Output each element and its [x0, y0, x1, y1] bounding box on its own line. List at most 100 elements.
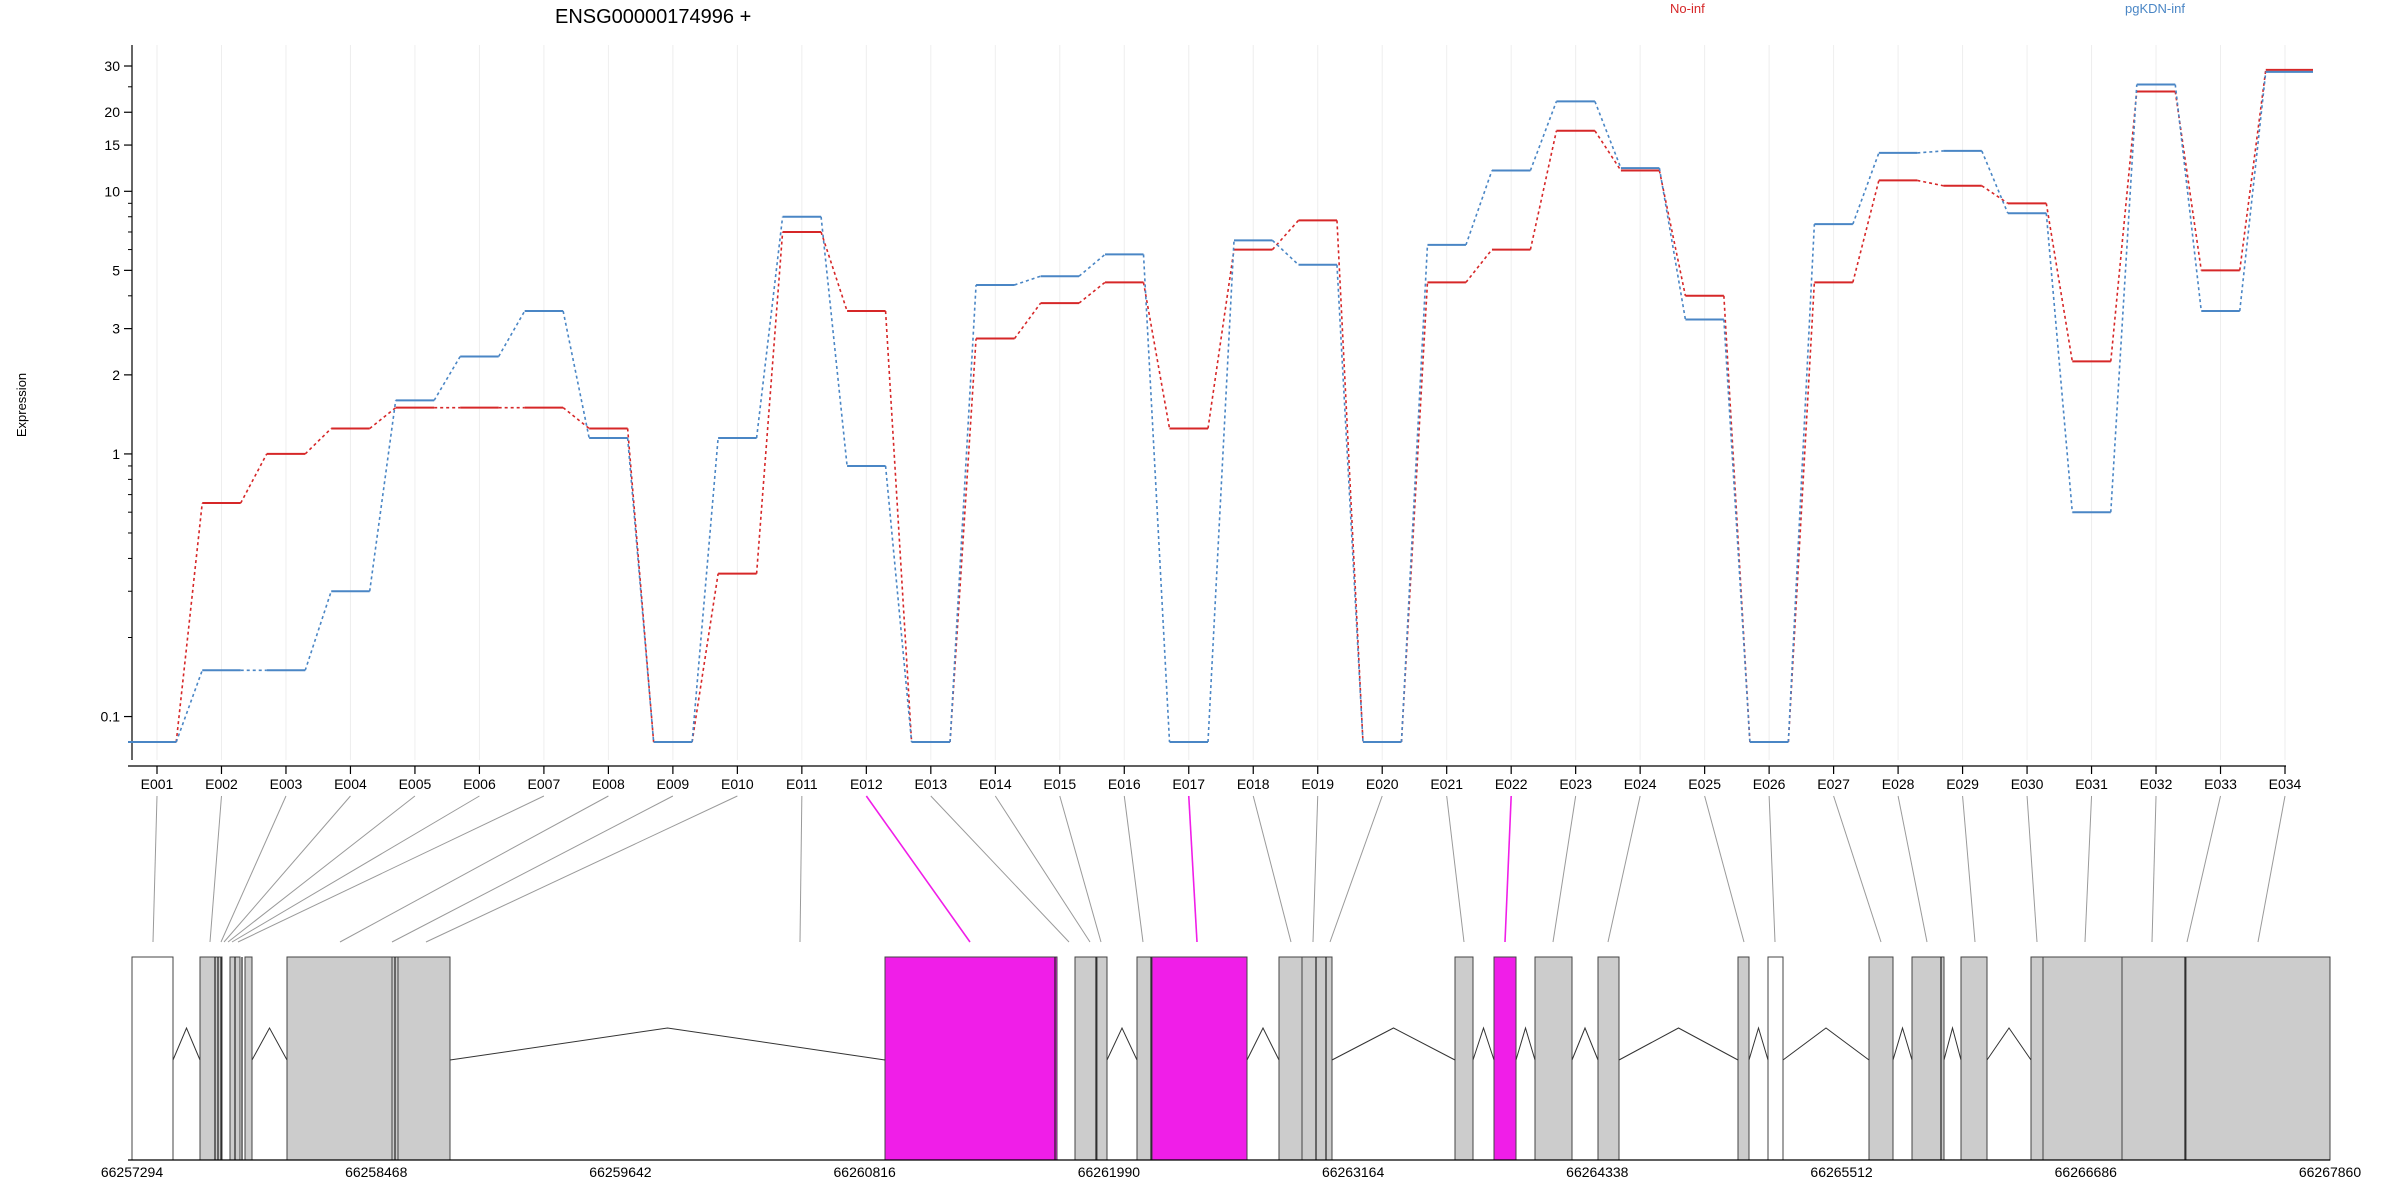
connector-E034	[2257, 795, 2286, 943]
x-tick-label-E003: E003	[270, 776, 303, 792]
series-no-inf-step-E004	[369, 407, 397, 430]
series-no-inf-step-E026	[1787, 282, 1816, 743]
series-pgkdn-inf-step-E004	[368, 400, 397, 592]
series-pgkdn-inf-step-E011	[820, 216, 848, 467]
x-tick-label-E032: E032	[2140, 776, 2173, 792]
x-tick-label-E030: E030	[2011, 776, 2044, 792]
coordinate-label-66266686: 66266686	[2055, 1164, 2118, 1180]
connector-E015	[1059, 795, 1102, 943]
x-tick-label-E034: E034	[2269, 776, 2302, 792]
intron-10	[1618, 1027, 1739, 1061]
connector-E008	[339, 795, 609, 943]
y-tick-label-20: 20	[104, 104, 120, 120]
legend-no-inf: No-inf	[1670, 1, 1705, 16]
connector-E017	[1187, 795, 1198, 943]
connector-E030	[2026, 795, 2038, 943]
x-tick-label-E011: E011	[786, 776, 818, 792]
series-no-inf-step-E028	[1917, 179, 1944, 187]
series-pgkdn-inf-step-E010	[755, 216, 784, 439]
exon-block-28	[2185, 956, 2331, 1161]
exon-block-11	[1136, 956, 1153, 1161]
series-no-inf-step-E009	[691, 573, 719, 743]
x-tick-label-E005: E005	[399, 776, 432, 792]
series-no-inf-step-E016	[1142, 282, 1171, 429]
y-tick-label-10: 10	[104, 183, 120, 199]
series-pgkdn-inf-step-E024	[1658, 168, 1687, 320]
series-pgkdn-inf-step-E013	[949, 284, 977, 743]
connector-E032	[2151, 795, 2157, 943]
intron-14	[1943, 1026, 1962, 1061]
series-pgkdn-inf-step-E023	[1594, 101, 1622, 169]
intron-13	[1892, 1026, 1913, 1061]
connector-E033	[2186, 795, 2222, 943]
series-pgkdn-inf-step-E033	[2238, 71, 2267, 312]
series-pgkdn-inf-step-E007	[562, 310, 590, 439]
intron-12	[1782, 1027, 1870, 1061]
connector-E004	[223, 795, 351, 943]
exon-block-22	[1868, 956, 1894, 1161]
x-tick-label-E015: E015	[1043, 776, 1076, 792]
series-pgkdn-inf-step-E028	[1917, 150, 1944, 154]
y-tick-label-30: 30	[104, 58, 120, 74]
x-tick-label-E012: E012	[850, 776, 883, 792]
exon-block-25	[2030, 956, 2044, 1161]
x-tick-label-E025: E025	[1688, 776, 1721, 792]
x-tick-label-E023: E023	[1559, 776, 1592, 792]
exon-block-2	[199, 956, 223, 1161]
x-tick-label-E004: E004	[334, 776, 367, 792]
exon-connectors	[152, 795, 2286, 943]
axes: 0.1 1 2 3 5 10 15 20 30 E001 E002 E003 E004 E005 E006 E…	[101, 45, 2302, 792]
y-tick-label-3: 3	[112, 321, 120, 337]
series-pgkdn-inf-step-E003	[304, 590, 332, 671]
y-tick-label-5: 5	[112, 262, 120, 278]
series-no-inf-step-E010	[755, 231, 784, 574]
coordinate-label-66260816: 66260816	[834, 1164, 897, 1180]
series-pgkdn-inf-step-E022	[1529, 101, 1558, 171]
connector-E027	[1833, 795, 1882, 943]
y-tick-label-15: 15	[104, 137, 120, 153]
connector-E010	[425, 795, 738, 943]
x-tick-label-E010: E010	[721, 776, 754, 792]
connector-E006	[231, 795, 480, 943]
exon-block-4	[244, 956, 253, 1161]
connector-E021	[1446, 795, 1465, 943]
x-tick-label-E016: E016	[1108, 776, 1141, 792]
series-pgkdn-inf-step-E009	[691, 437, 719, 743]
connector-E025	[1704, 795, 1745, 943]
intron-8	[1515, 1026, 1536, 1061]
intron-6	[1331, 1027, 1456, 1061]
exon-block-23	[1911, 956, 1945, 1161]
connector-E026	[1768, 795, 1776, 943]
series-no-inf-step-E022	[1529, 130, 1558, 250]
exon-block-5	[286, 956, 393, 1161]
series-no-inf-step-E011	[820, 231, 848, 312]
x-tick-label-E008: E008	[592, 776, 625, 792]
series-no-inf-step-E015	[1078, 281, 1106, 304]
connector-E023	[1552, 795, 1577, 943]
coordinate-label-66257294: 66257294	[101, 1164, 164, 1180]
x-tick-label-E007: E007	[528, 776, 561, 792]
x-tick-label-E020: E020	[1366, 776, 1399, 792]
connector-E002	[209, 795, 222, 943]
y-tick-label-0.1: 0.1	[101, 709, 121, 725]
series-no-inf-step-E002	[240, 453, 268, 504]
chart-title: ENSG00000174996 +	[555, 6, 751, 28]
exon-block-12	[1151, 956, 1248, 1161]
intron-4	[1106, 1026, 1138, 1061]
series-no-inf-step-E032	[2174, 91, 2203, 271]
series-pgkdn-inf-step-E017	[1207, 240, 1235, 743]
series-pgkdn-inf-step-E012	[884, 465, 913, 743]
connector-E014	[994, 795, 1091, 943]
exon-block-26	[2042, 956, 2123, 1161]
x-tick-label-E028: E028	[1882, 776, 1915, 792]
intron-9	[1571, 1026, 1599, 1061]
x-tick-label-E009: E009	[657, 776, 690, 792]
series-no-inf-step-E018	[1271, 219, 1300, 251]
coordinate-label-66258468: 66258468	[345, 1164, 408, 1180]
x-tick-label-E021: E021	[1430, 776, 1463, 792]
series-pgkdn-inf-step-E025	[1723, 319, 1751, 743]
x-tick-label-E002: E002	[205, 776, 238, 792]
connector-E007	[237, 795, 545, 943]
intron-3	[449, 1027, 886, 1061]
x-tick-label-E033: E033	[2204, 776, 2237, 792]
